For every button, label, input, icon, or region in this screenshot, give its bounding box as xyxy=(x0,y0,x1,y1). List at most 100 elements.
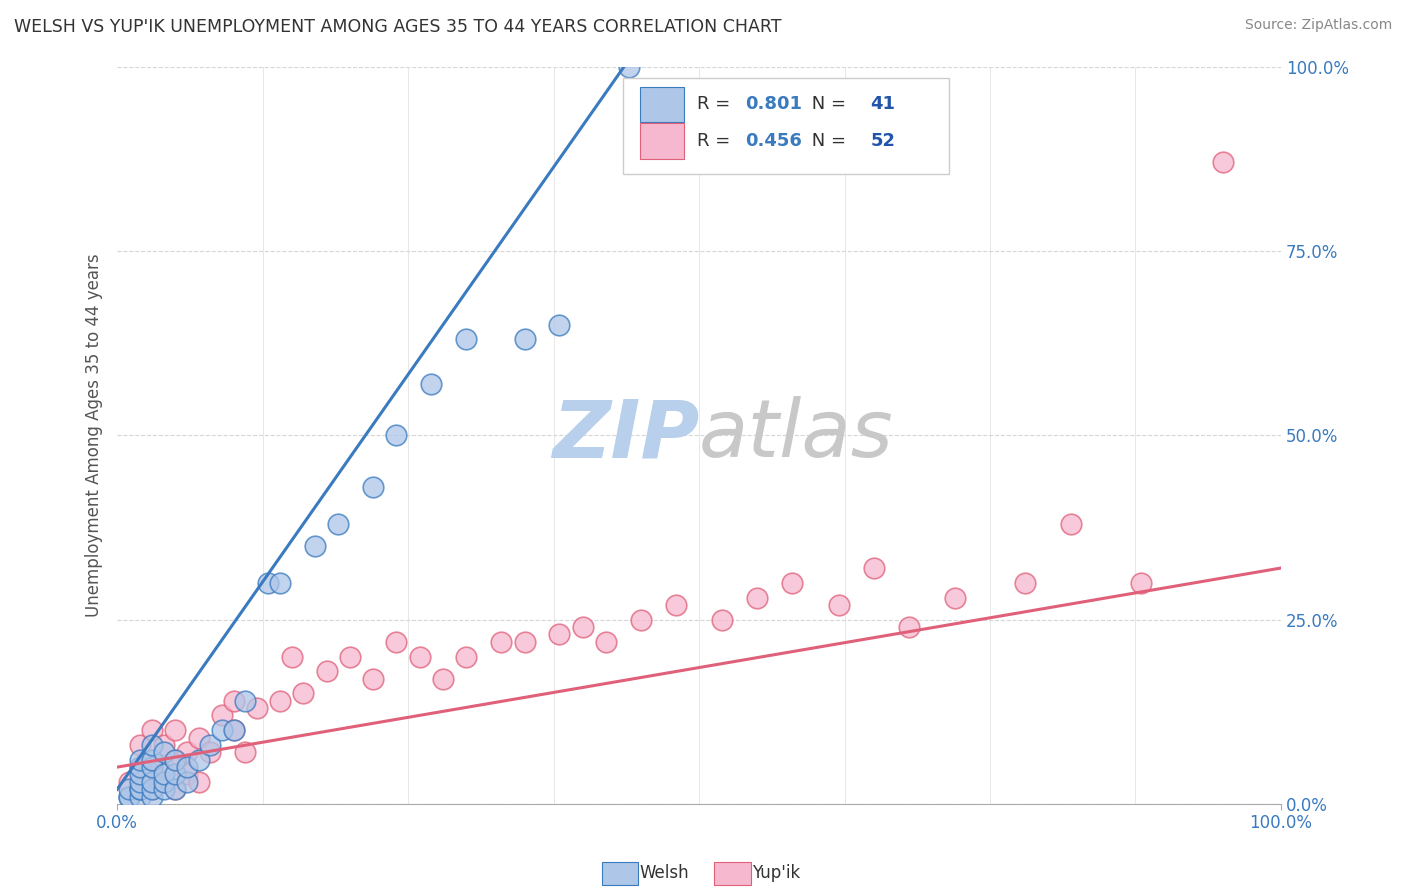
Point xyxy=(187,731,209,745)
Text: 52: 52 xyxy=(870,132,896,150)
Point xyxy=(141,753,163,767)
Point xyxy=(129,775,152,789)
Point xyxy=(152,782,174,797)
Point xyxy=(129,760,152,774)
Point xyxy=(513,634,536,648)
Point xyxy=(200,745,222,759)
Text: Welsh: Welsh xyxy=(640,864,689,882)
Point xyxy=(862,561,884,575)
Point xyxy=(1212,155,1234,169)
Point xyxy=(129,782,152,797)
Point xyxy=(152,775,174,789)
Point xyxy=(187,775,209,789)
Point xyxy=(595,634,617,648)
Text: 0.456: 0.456 xyxy=(745,132,803,150)
Point xyxy=(269,694,291,708)
Point xyxy=(129,760,152,774)
Point xyxy=(304,539,326,553)
Point xyxy=(339,649,361,664)
Point xyxy=(1060,516,1083,531)
Point xyxy=(361,672,384,686)
Point xyxy=(176,760,198,774)
Point xyxy=(211,708,233,723)
Text: ZIP: ZIP xyxy=(551,396,699,475)
Point xyxy=(141,753,163,767)
Text: R =: R = xyxy=(697,95,735,113)
Text: N =: N = xyxy=(806,95,852,113)
Point xyxy=(152,767,174,781)
FancyBboxPatch shape xyxy=(640,123,683,159)
Point xyxy=(165,782,187,797)
Point xyxy=(780,575,803,590)
Point xyxy=(233,745,256,759)
FancyBboxPatch shape xyxy=(623,78,949,174)
Point xyxy=(176,775,198,789)
Point xyxy=(176,767,198,781)
Point xyxy=(211,723,233,738)
Point xyxy=(141,782,163,797)
Point xyxy=(165,767,187,781)
Point xyxy=(141,767,163,781)
Point xyxy=(489,634,512,648)
Point xyxy=(165,723,187,738)
Point xyxy=(548,627,571,641)
Point xyxy=(222,723,245,738)
Point xyxy=(118,782,141,797)
Point xyxy=(129,782,152,797)
Point xyxy=(222,723,245,738)
Point xyxy=(141,782,163,797)
Point xyxy=(141,789,163,804)
Point xyxy=(315,665,337,679)
Point xyxy=(152,738,174,752)
Point xyxy=(129,789,152,804)
Point xyxy=(152,775,174,789)
Point xyxy=(571,620,593,634)
Point xyxy=(1130,575,1153,590)
Point xyxy=(176,745,198,759)
Point xyxy=(711,613,734,627)
Y-axis label: Unemployment Among Ages 35 to 44 years: Unemployment Among Ages 35 to 44 years xyxy=(86,253,103,617)
Text: N =: N = xyxy=(806,132,852,150)
Point xyxy=(141,775,163,789)
Text: Source: ZipAtlas.com: Source: ZipAtlas.com xyxy=(1244,18,1392,32)
Point xyxy=(129,767,152,781)
Point xyxy=(828,598,851,612)
Point xyxy=(165,782,187,797)
Point xyxy=(269,575,291,590)
Point xyxy=(420,376,443,391)
Point xyxy=(165,753,187,767)
Point xyxy=(141,760,163,774)
Text: 0.801: 0.801 xyxy=(745,95,803,113)
Point xyxy=(630,613,652,627)
Point xyxy=(943,591,966,605)
Point xyxy=(246,701,269,715)
Point xyxy=(200,738,222,752)
Point xyxy=(118,789,141,804)
Text: atlas: atlas xyxy=(699,396,894,475)
Point xyxy=(409,649,432,664)
Point xyxy=(233,694,256,708)
Point xyxy=(456,333,478,347)
Point xyxy=(129,753,152,767)
Point xyxy=(152,745,174,759)
Point xyxy=(129,738,152,752)
Point xyxy=(328,516,350,531)
Point xyxy=(432,672,454,686)
Point xyxy=(222,694,245,708)
Text: Yup'ik: Yup'ik xyxy=(752,864,800,882)
Point xyxy=(361,480,384,494)
Point xyxy=(152,760,174,774)
Point xyxy=(281,649,304,664)
Point xyxy=(747,591,769,605)
Text: 41: 41 xyxy=(870,95,896,113)
Point xyxy=(619,60,641,74)
Point xyxy=(456,649,478,664)
Point xyxy=(165,753,187,767)
Text: R =: R = xyxy=(697,132,735,150)
Point xyxy=(548,318,571,332)
Point xyxy=(118,775,141,789)
Point xyxy=(385,428,408,442)
Point xyxy=(897,620,920,634)
Point xyxy=(118,789,141,804)
Point xyxy=(385,634,408,648)
